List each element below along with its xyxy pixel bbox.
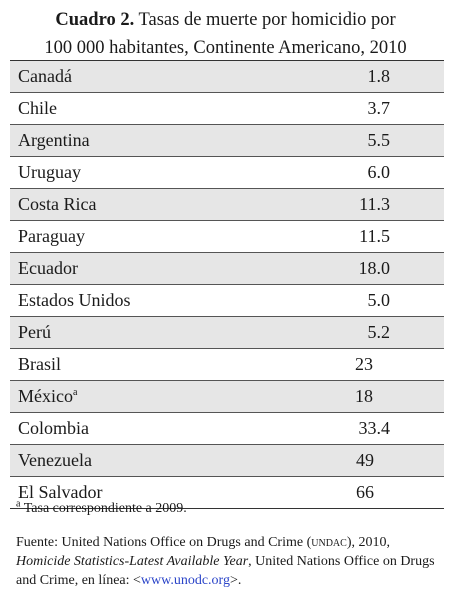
country-label: México — [18, 386, 73, 406]
source-acronym: undac — [311, 535, 347, 550]
table-row: Venezuela 49 — [10, 445, 444, 477]
rate-value: 23 — [355, 354, 373, 374]
rate-value: 5.0 — [367, 290, 391, 310]
table-row: Uruguay 6.0 — [10, 157, 444, 189]
table-row: Perú 5.2 — [10, 317, 444, 349]
rate-value: 49 — [356, 450, 374, 470]
table-row: Méxicoa 18 — [10, 381, 444, 413]
table-row: Argentina 5.5 — [10, 125, 444, 157]
table-row: Brasil 23 — [10, 349, 444, 381]
country-name: Uruguay — [18, 162, 81, 182]
footnote-marker: a — [72, 387, 78, 398]
country-name: Brasil — [18, 354, 61, 374]
title-text: Tasas de muerte por homicidio por — [138, 10, 396, 30]
rate-value: 6.0 — [367, 162, 391, 182]
rate-value: 5.5 — [367, 130, 391, 150]
source-note: Fuente: United Nations Office on Drugs a… — [16, 533, 446, 590]
source-prefix: Fuente: United Nations Office on Drugs a… — [16, 535, 312, 550]
rate-value: 3.7 — [367, 98, 391, 118]
source-after-acronym: ), 2010, — [346, 535, 390, 550]
rate-value: 1.8 — [367, 66, 391, 86]
footnote-marker: a — [16, 498, 21, 510]
homicide-rate-table: Canadá 1.8 Chile 3.7 Argentina 5.5 Urugu… — [10, 60, 444, 509]
title-line-1: Cuadro 2. Tasas de muerte por homicidio … — [0, 6, 451, 34]
source-suffix: >. — [229, 573, 242, 588]
table-row: El Salvador 66 — [10, 477, 444, 508]
footnote: a Tasa correspondiente a 2009. — [16, 498, 187, 518]
source-title: Homicide Statistics-Latest Available Yea… — [16, 554, 249, 569]
title-line-2: 100 000 habitantes, Continente Americano… — [44, 38, 407, 58]
country-name: Méxicoa — [18, 381, 77, 412]
country-name: Chile — [18, 98, 57, 118]
country-name: Colombia — [18, 418, 89, 438]
table-row: Chile 3.7 — [10, 93, 444, 125]
table-row: Ecuador 18.0 — [10, 253, 444, 285]
rate-value: 18 — [355, 386, 373, 406]
country-name: Argentina — [18, 130, 90, 150]
country-name: Costa Rica — [18, 194, 97, 214]
rate-value: 11.5 — [359, 226, 390, 246]
table-row: Paraguay 11.5 — [10, 221, 444, 253]
country-name: Canadá — [18, 66, 72, 86]
title-label: Cuadro 2. — [55, 10, 135, 30]
country-name: Paraguay — [18, 226, 85, 246]
country-name: Ecuador — [18, 258, 78, 278]
table-row: Colombia 33.4 — [10, 413, 444, 445]
footnote-text: Tasa correspondiente a 2009. — [23, 501, 187, 516]
rate-value: 66 — [356, 482, 374, 502]
rate-value: 11.3 — [359, 194, 390, 214]
source-url-link[interactable]: www.unodc.org — [140, 573, 230, 588]
country-name: Perú — [18, 322, 51, 342]
rate-value: 33.4 — [358, 418, 391, 438]
source-after-title: , United Nations Office on Drugs and Cri… — [16, 554, 435, 588]
table-title: Cuadro 2. Tasas de muerte por homicidio … — [0, 6, 451, 62]
rate-value: 18.0 — [358, 258, 391, 278]
country-name: El Salvador — [18, 482, 103, 502]
table-row: Costa Rica 11.3 — [10, 189, 444, 221]
country-name: Estados Unidos — [18, 290, 131, 310]
country-name: Venezuela — [18, 450, 92, 470]
table-row: Canadá 1.8 — [10, 61, 444, 93]
rate-value: 5.2 — [367, 322, 391, 342]
table-row: Estados Unidos 5.0 — [10, 285, 444, 317]
